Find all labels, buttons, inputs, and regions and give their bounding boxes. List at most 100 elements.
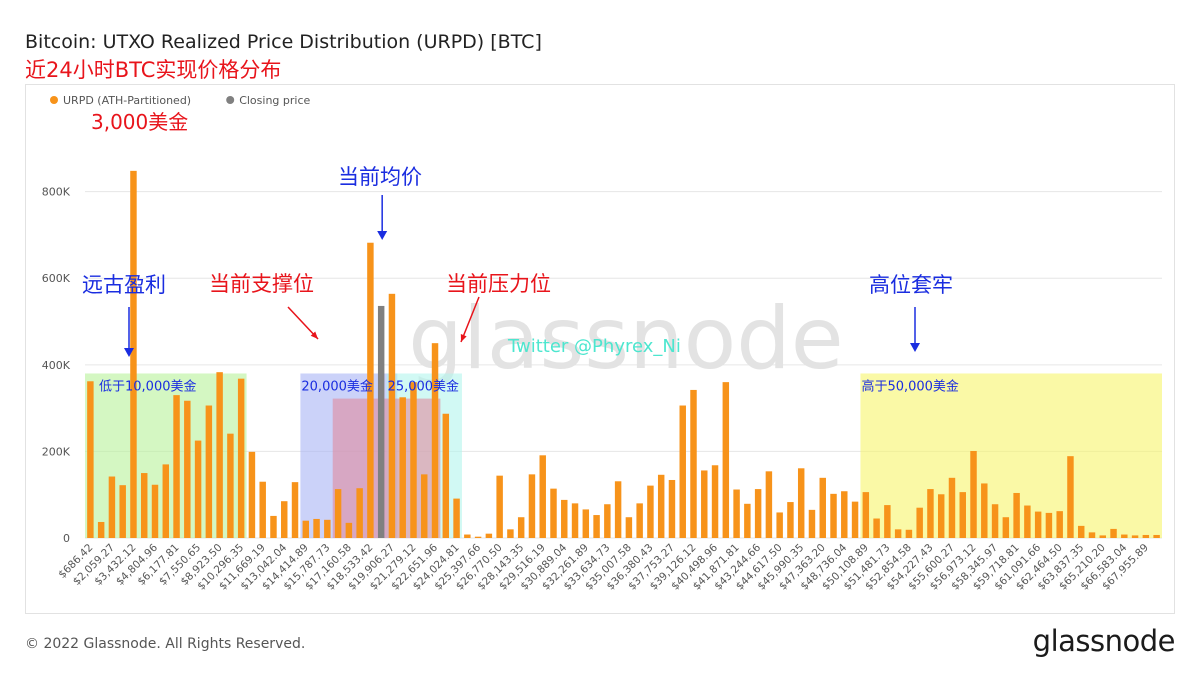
urpd-bar: [668, 479, 676, 538]
urpd-bar: [356, 488, 363, 538]
glassnode-watermark: glassnode: [408, 289, 843, 389]
urpd-bar: [765, 471, 773, 538]
urpd-bar: [862, 492, 870, 538]
urpd-bar: [873, 518, 880, 538]
urpd-bar: [1153, 534, 1160, 538]
urpd-bar: [744, 503, 751, 538]
urpd-bar: [464, 534, 471, 538]
urpd-bar: [281, 501, 288, 538]
urpd-bar: [819, 477, 826, 538]
legend-label: Closing price: [239, 94, 310, 107]
urpd-bar: [1056, 511, 1063, 538]
urpd-bar: [141, 473, 148, 538]
urpd-bar: [291, 482, 299, 538]
annotation-arrowhead: [310, 331, 318, 339]
chart-title: Bitcoin: UTXO Realized Price Distributio…: [25, 31, 542, 53]
urpd-bar: [324, 519, 331, 538]
urpd-bar: [334, 489, 342, 538]
annotation-arrowhead: [377, 231, 388, 240]
urpd-bar: [108, 476, 116, 538]
urpd-bar: [571, 503, 579, 538]
urpd-bar: [582, 509, 590, 538]
urpd-bar: [1142, 534, 1150, 538]
urpd-bar: [948, 477, 956, 538]
urpd-bar: [970, 450, 977, 538]
chart-panel: 0 200K 400K 600K 800K glassnode 低于10,000美金 20,0…: [25, 84, 1175, 614]
urpd-bar: [1131, 535, 1139, 538]
urpd-bar: [701, 470, 708, 538]
urpd-bar: [410, 382, 417, 538]
glassnode-logo: glassnode: [1032, 624, 1176, 658]
urpd-bar: [905, 529, 913, 538]
urpd-bar: [916, 507, 923, 538]
urpd-bar: [657, 474, 665, 538]
chart-subtitle: 近24小时BTC实现价格分布: [25, 58, 282, 82]
urpd-bar: [216, 372, 223, 538]
urpd-bar: [722, 382, 730, 538]
urpd-bar: [442, 413, 450, 538]
urpd-bar: [270, 515, 277, 538]
urpd-bar: [894, 529, 902, 538]
urpd-bar: [776, 512, 783, 538]
urpd-bar: [421, 474, 428, 538]
urpd-bar: [130, 170, 137, 538]
urpd-bar: [517, 517, 525, 538]
urpd-bar: [851, 501, 859, 538]
urpd-bar: [1077, 525, 1085, 538]
urpd-bar: [884, 505, 891, 538]
urpd-bar: [733, 489, 740, 538]
urpd-bar: [1013, 492, 1020, 538]
urpd-bar: [97, 521, 105, 538]
twitter-watermark: Twitter @Phyrex_Ni: [507, 336, 681, 357]
urpd-bar: [625, 517, 633, 538]
legend-marker: [226, 96, 235, 104]
urpd-bar: [614, 481, 622, 538]
urpd-bar: [754, 489, 762, 538]
urpd-bar: [679, 405, 686, 538]
urpd-bar: [431, 343, 439, 538]
urpd-bar: [345, 522, 353, 538]
urpd-bar: [539, 455, 546, 538]
copyright-text: © 2022 Glassnode. All Rights Reserved.: [25, 636, 306, 652]
urpd-bar: [151, 484, 159, 538]
urpd-bar: [259, 481, 266, 538]
y-tick-label: 600K: [42, 272, 71, 285]
y-tick-label: 0: [63, 532, 70, 545]
urpd-bar: [690, 389, 697, 538]
urpd-chart: 0 200K 400K 600K 800K glassnode 低于10,000美金 20,0…: [42, 94, 1162, 593]
urpd-bar: [797, 468, 805, 538]
annotation-label: 高位套牢: [869, 273, 953, 297]
annotation-label: 当前均价: [338, 165, 422, 189]
urpd-bar: [981, 483, 988, 538]
urpd-bar: [927, 489, 934, 538]
urpd-bar: [1088, 532, 1096, 538]
urpd-bar: [830, 493, 837, 538]
urpd-bar: [711, 465, 719, 538]
urpd-bar: [388, 293, 396, 538]
urpd-bar: [496, 475, 503, 538]
annotation-arrow: [460, 296, 480, 343]
urpd-bar: [937, 494, 945, 538]
urpd-bar: [787, 502, 794, 538]
urpd-bar: [561, 499, 568, 538]
urpd-bar: [808, 509, 816, 538]
urpd-bar: [399, 397, 406, 538]
urpd-bar: [194, 440, 202, 538]
urpd-bar: [1067, 456, 1074, 538]
urpd-bar: [1034, 511, 1042, 538]
annotation-label: 3,000美金: [91, 110, 188, 134]
urpd-bar: [550, 488, 557, 538]
urpd-bar: [474, 536, 482, 538]
region-label: 20,000美金: [301, 378, 373, 394]
annotation-arrowhead: [460, 334, 467, 342]
urpd-bar: [528, 474, 536, 538]
urpd-bar: [636, 503, 643, 538]
region-label: 低于10,000美金: [99, 378, 197, 394]
urpd-bar: [237, 378, 245, 538]
urpd-bar: [1002, 517, 1010, 538]
urpd-bar: [1121, 534, 1128, 538]
urpd-bar: [507, 529, 514, 538]
closing-price-bar: [377, 305, 385, 538]
urpd-bar: [173, 395, 180, 538]
legend-label: URPD (ATH-Partitioned): [63, 94, 191, 107]
